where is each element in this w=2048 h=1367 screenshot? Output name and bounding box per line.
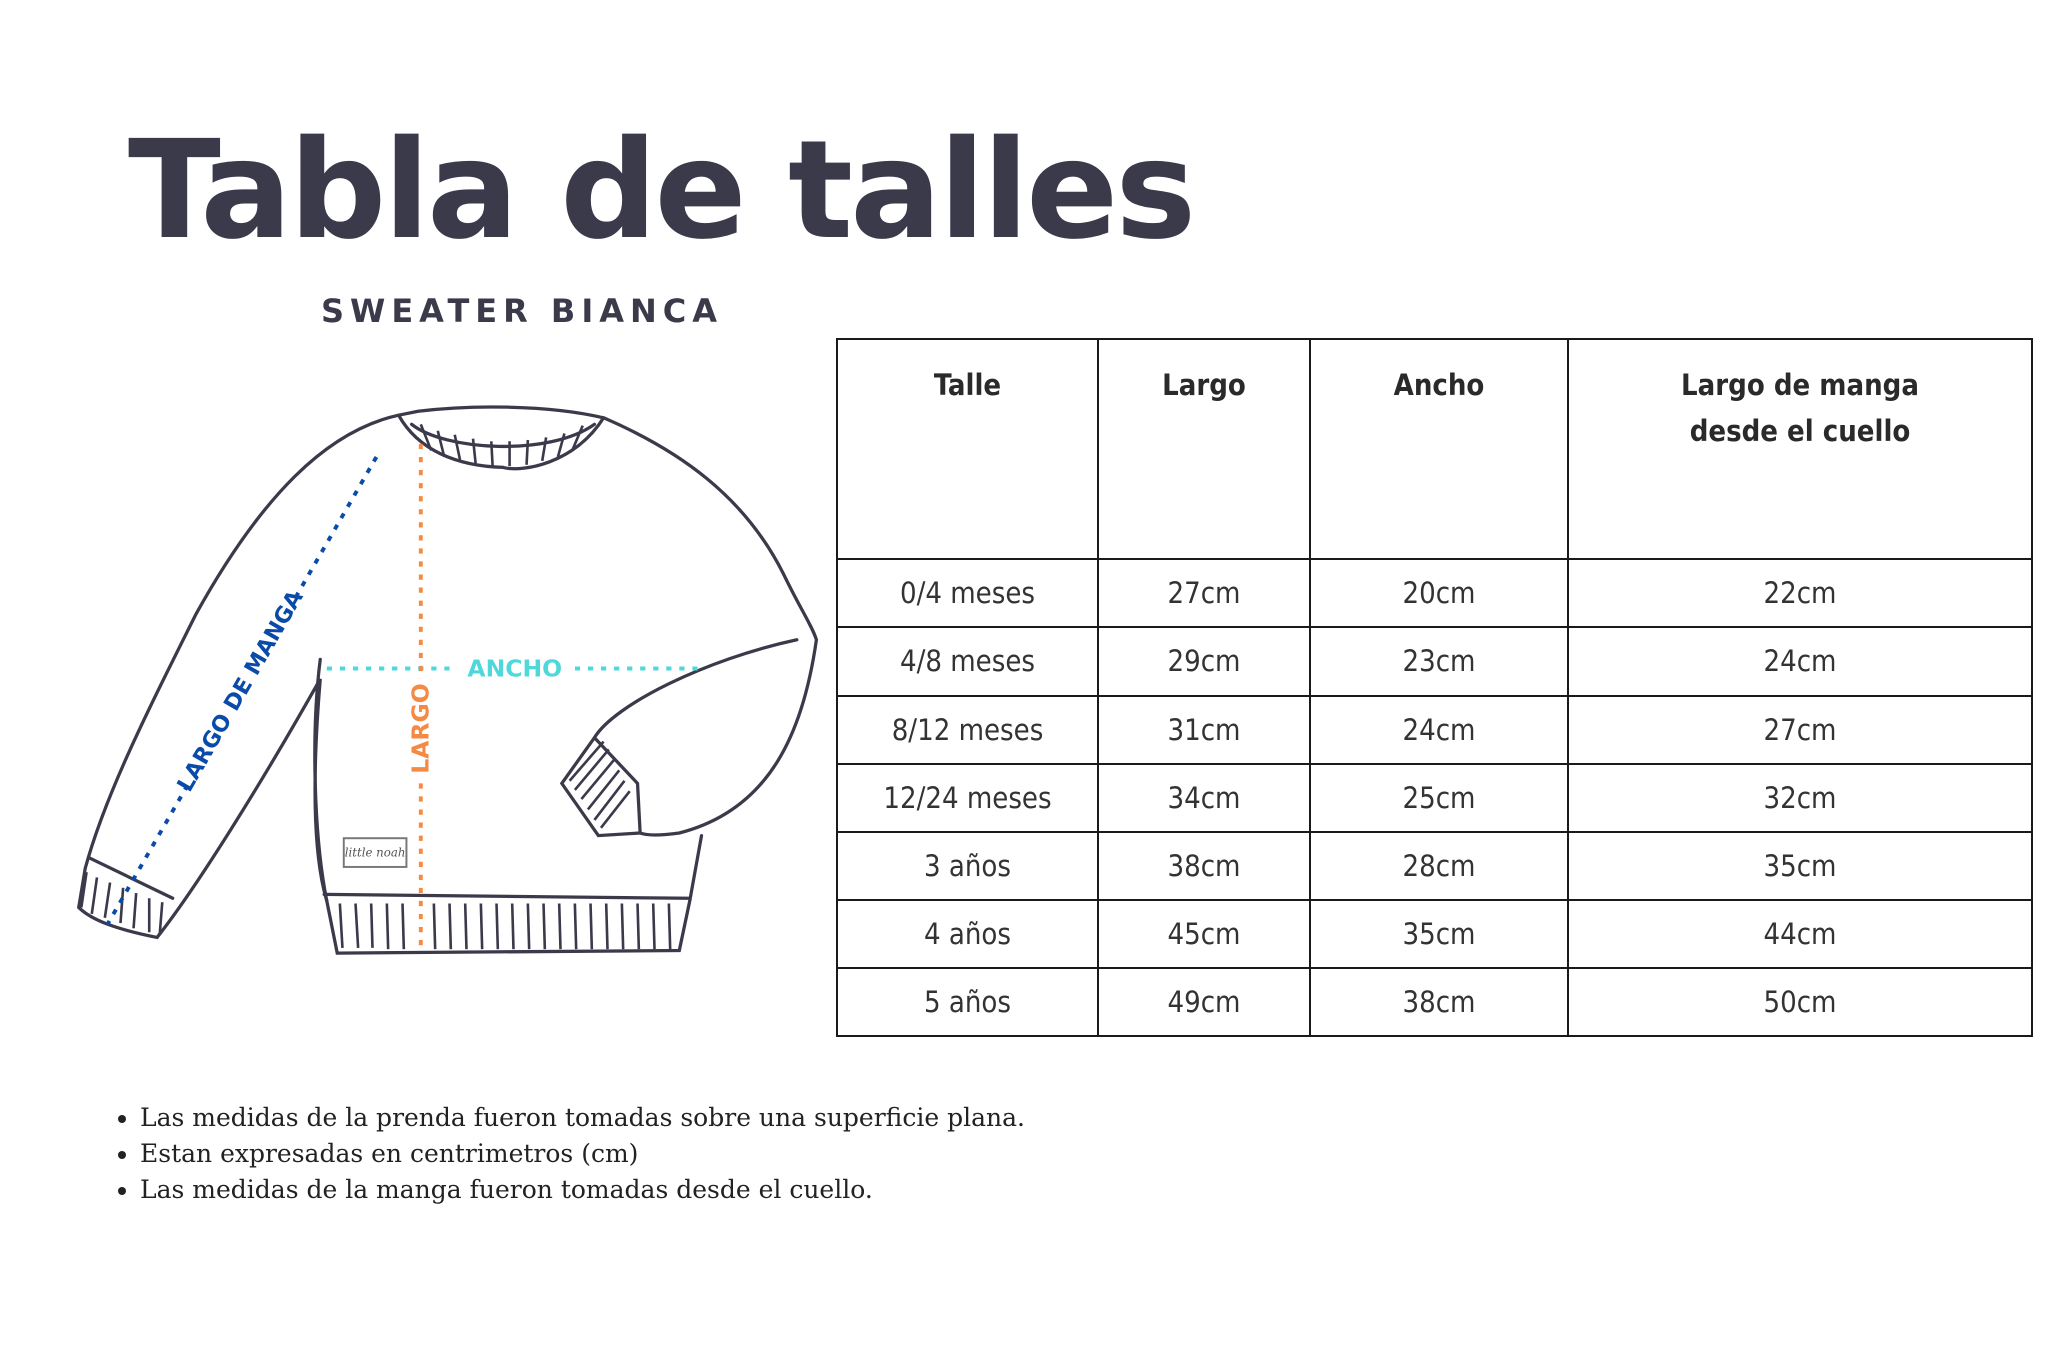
table-cell: 12/24 meses [836,762,1099,833]
header-largo-manga: Largo de manga desde el cuello [1567,337,2033,561]
table-cell: 8/12 meses [836,694,1099,765]
table-cell: 35cm [1567,830,2033,901]
table-cell: 31cm [1097,694,1311,765]
table-cell: 28cm [1309,830,1569,901]
table-cell: 49cm [1097,966,1311,1038]
note-item: Estan expresadas en centrimetros (cm) [140,1136,1025,1172]
notes-list: Las medidas de la prenda fueron tomadas … [112,1100,1025,1208]
length-label: LARGO [407,683,435,774]
table-cell: 5 años [836,966,1099,1038]
table-row: 4/8 meses 29cm 23cm 24cm [836,626,2033,697]
table-cell: 24cm [1309,694,1569,765]
table-row: 8/12 meses 31cm 24cm 27cm [836,694,2033,765]
note-item: Las medidas de la prenda fueron tomadas … [140,1100,1025,1136]
table-cell: 22cm [1567,558,2033,629]
table-cell: 3 años [836,830,1099,901]
table-cell: 25cm [1309,762,1569,833]
table-cell: 23cm [1309,626,1569,697]
width-label: ANCHO [467,654,562,682]
table-cell: 34cm [1097,762,1311,833]
size-table: Talle Largo Ancho Largo de manga desde e… [836,337,2033,1038]
table-cell: 44cm [1567,898,2033,969]
table-cell: 29cm [1097,626,1311,697]
table-cell: 27cm [1097,558,1311,629]
page-title: Tabla de talles [128,112,1196,270]
header-ancho: Ancho [1309,337,1569,561]
table-cell: 4/8 meses [836,626,1099,697]
table-cell: 38cm [1309,966,1569,1038]
table-cell: 32cm [1567,762,2033,833]
ribbing [80,423,672,950]
table-cell: 20cm [1309,558,1569,629]
table-header-row: Talle Largo Ancho Largo de manga desde e… [836,337,2033,561]
table-cell: 45cm [1097,898,1311,969]
brand-tag [342,837,408,868]
table-cell: 38cm [1097,830,1311,901]
table-row: 3 años 38cm 28cm 35cm [836,830,2033,901]
header-talle: Talle [836,337,1099,561]
table-row: 4 años 45cm 35cm 44cm [836,898,2033,969]
table-row: 5 años 49cm 38cm 50cm [836,966,2033,1038]
header-largo: Largo [1097,337,1311,561]
table-cell: 24cm [1567,626,2033,697]
table-cell: 27cm [1567,694,2033,765]
table-cell: 50cm [1567,966,2033,1038]
table-row: 12/24 meses 34cm 25cm 32cm [836,762,2033,833]
note-item: Las medidas de la manga fueron tomadas d… [140,1172,1025,1208]
table-cell: 35cm [1309,898,1569,969]
table-cell: 0/4 meses [836,558,1099,629]
brand-tag-text: little noah [345,845,406,859]
table-cell: 4 años [836,898,1099,969]
product-subtitle: SWEATER BIANCA [320,292,724,330]
table-row: 0/4 meses 27cm 20cm 22cm [836,558,2033,629]
